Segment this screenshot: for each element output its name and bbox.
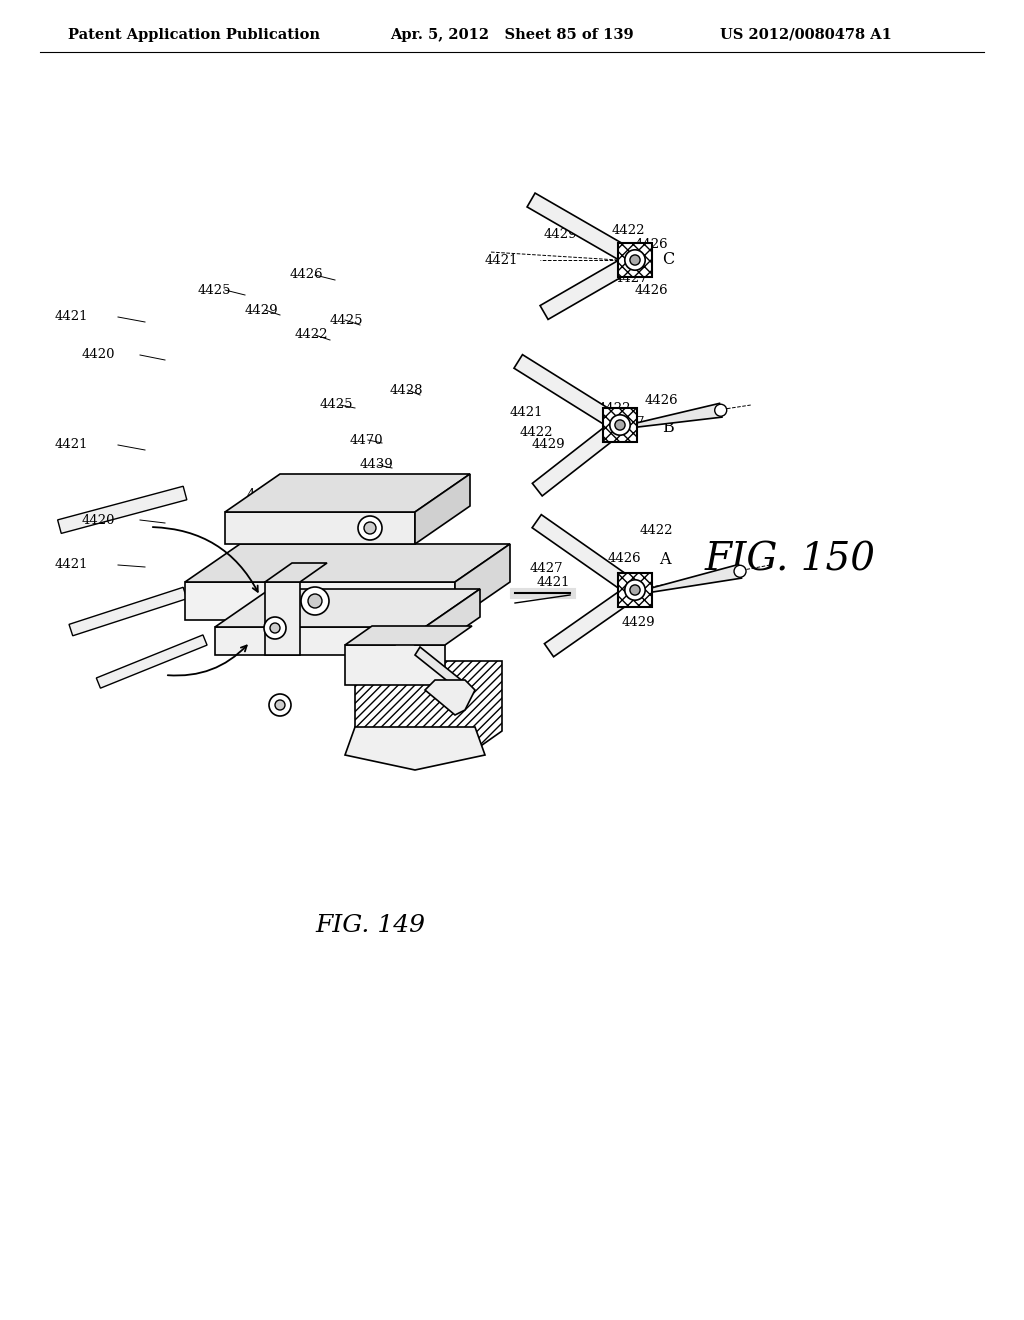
Circle shape	[269, 694, 291, 715]
Circle shape	[264, 616, 286, 639]
Text: Apr. 5, 2012   Sheet 85 of 139: Apr. 5, 2012 Sheet 85 of 139	[390, 28, 634, 42]
Polygon shape	[345, 727, 485, 770]
Polygon shape	[215, 627, 425, 655]
Polygon shape	[540, 253, 639, 319]
Text: 4422: 4422	[612, 223, 645, 236]
Polygon shape	[185, 544, 510, 582]
Text: 4430: 4430	[390, 494, 424, 507]
Circle shape	[364, 521, 376, 535]
Circle shape	[308, 594, 322, 609]
Polygon shape	[637, 404, 722, 428]
Bar	[603, 408, 637, 442]
Text: 4426: 4426	[608, 552, 642, 565]
Text: 4422: 4422	[295, 329, 329, 342]
Text: B: B	[662, 418, 674, 436]
Polygon shape	[545, 583, 640, 657]
Circle shape	[301, 587, 329, 615]
Polygon shape	[96, 635, 207, 688]
Polygon shape	[514, 355, 625, 432]
Polygon shape	[425, 589, 480, 655]
Circle shape	[275, 700, 285, 710]
Polygon shape	[365, 512, 406, 655]
Polygon shape	[215, 589, 480, 627]
Text: 4425: 4425	[198, 284, 231, 297]
Text: 4421: 4421	[537, 577, 570, 590]
Polygon shape	[455, 544, 510, 620]
Text: 4422: 4422	[519, 425, 553, 438]
Text: 4470: 4470	[350, 433, 384, 446]
Text: 4429: 4429	[245, 304, 279, 317]
Text: 4425: 4425	[319, 399, 353, 412]
Polygon shape	[355, 661, 502, 750]
Text: 4429: 4429	[531, 438, 565, 451]
Text: 4421: 4421	[510, 405, 543, 418]
Polygon shape	[225, 474, 470, 512]
Circle shape	[614, 420, 625, 430]
Circle shape	[630, 585, 640, 595]
Circle shape	[715, 404, 727, 416]
Polygon shape	[425, 680, 475, 715]
Circle shape	[358, 516, 382, 540]
Text: 4427: 4427	[612, 417, 645, 429]
Bar	[618, 243, 652, 277]
Text: US 2012/0080478 A1: US 2012/0080478 A1	[720, 28, 892, 42]
Text: 4426: 4426	[635, 284, 669, 297]
Text: Patent Application Publication: Patent Application Publication	[68, 28, 319, 42]
Circle shape	[625, 249, 645, 271]
Text: 4428: 4428	[390, 384, 424, 396]
Text: 4421: 4421	[484, 253, 518, 267]
Text: 4429: 4429	[622, 616, 654, 630]
Text: 4420: 4420	[82, 513, 115, 527]
Text: FIG. 150: FIG. 150	[705, 541, 876, 578]
Text: 4426: 4426	[290, 268, 324, 281]
Polygon shape	[527, 193, 639, 267]
Text: 4427: 4427	[529, 561, 563, 574]
Circle shape	[630, 255, 640, 265]
Text: 4421: 4421	[54, 438, 88, 451]
Circle shape	[610, 414, 630, 436]
Circle shape	[270, 623, 280, 634]
Text: C: C	[662, 252, 674, 268]
Polygon shape	[532, 418, 625, 496]
Text: 4426: 4426	[645, 393, 679, 407]
Polygon shape	[265, 582, 300, 655]
Polygon shape	[532, 515, 640, 597]
Text: 4422: 4422	[598, 401, 632, 414]
Text: FIG. 149: FIG. 149	[315, 913, 425, 936]
Text: 4421: 4421	[54, 558, 88, 572]
Text: 4429: 4429	[543, 228, 577, 242]
Polygon shape	[415, 647, 470, 696]
Polygon shape	[69, 587, 186, 636]
Text: 4425: 4425	[330, 314, 364, 326]
Circle shape	[734, 565, 746, 577]
Text: 4439: 4439	[360, 458, 394, 471]
Text: 4427: 4427	[615, 272, 648, 285]
Text: 4421: 4421	[54, 310, 88, 323]
Polygon shape	[265, 564, 327, 582]
Polygon shape	[225, 512, 415, 544]
Polygon shape	[185, 582, 455, 620]
Bar	[618, 573, 652, 607]
Polygon shape	[345, 630, 445, 685]
Text: 4429: 4429	[247, 488, 280, 502]
Polygon shape	[57, 486, 186, 533]
Text: 4420: 4420	[82, 348, 115, 362]
Text: 4422: 4422	[640, 524, 674, 536]
Polygon shape	[415, 474, 470, 544]
Polygon shape	[651, 565, 741, 593]
Text: 4426: 4426	[635, 239, 669, 252]
Circle shape	[625, 579, 645, 601]
Polygon shape	[345, 626, 472, 645]
Text: A: A	[659, 552, 671, 569]
